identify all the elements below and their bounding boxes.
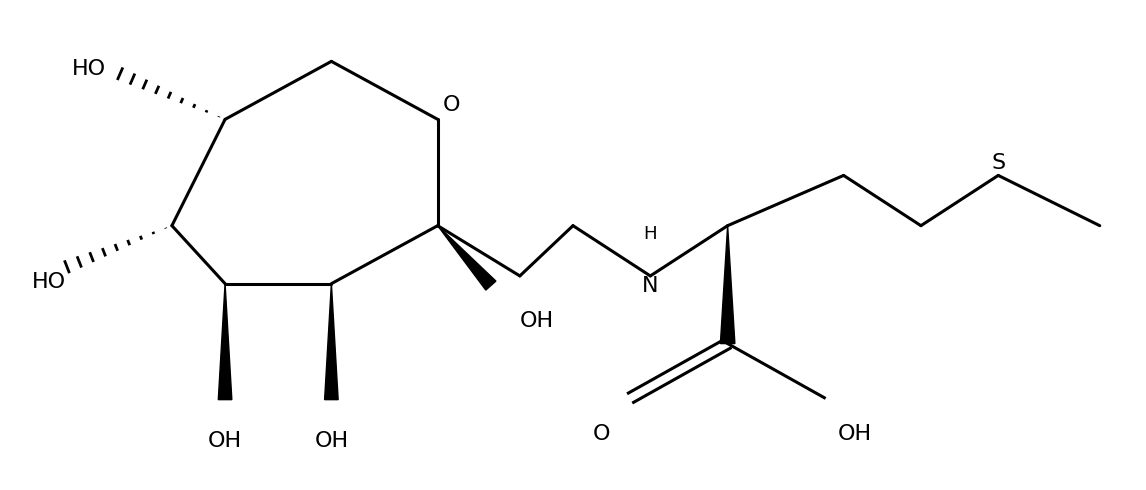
Text: OH: OH: [209, 431, 242, 451]
Text: HO: HO: [32, 272, 66, 292]
Text: S: S: [991, 152, 1005, 172]
Polygon shape: [324, 284, 338, 400]
Text: OH: OH: [838, 424, 872, 444]
Text: HO: HO: [72, 59, 107, 79]
Text: N: N: [642, 276, 659, 296]
Polygon shape: [438, 226, 496, 290]
Text: O: O: [594, 424, 611, 444]
Text: H: H: [644, 225, 657, 243]
Text: O: O: [442, 95, 460, 115]
Polygon shape: [721, 226, 735, 343]
Text: OH: OH: [520, 311, 554, 331]
Text: OH: OH: [314, 431, 348, 451]
Polygon shape: [218, 284, 231, 400]
